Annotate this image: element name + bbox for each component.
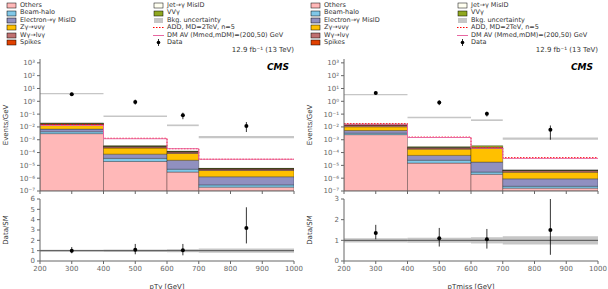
- svg-text:3: 3: [335, 195, 339, 203]
- svg-text:10⁻⁵: 10⁻⁵: [324, 162, 340, 170]
- svg-text:500: 500: [129, 265, 142, 273]
- svg-text:10⁻⁴: 10⁻⁴: [324, 149, 340, 157]
- html-text:Beam-halo: Beam-halo: [20, 8, 55, 17]
- html-text:ADD, MD=2TeV, n=5: ADD, MD=2TeV, n=5: [167, 23, 235, 32]
- html-text:Jet→γ MisID: Jet→γ MisID: [167, 1, 205, 9]
- svg-text:1: 1: [31, 247, 35, 255]
- svg-text:10⁻⁷: 10⁻⁷: [324, 187, 340, 195]
- svg-text:pTmiss [GeV]: pTmiss [GeV]: [448, 283, 495, 289]
- svg-text:2: 2: [31, 237, 35, 245]
- html-text:DM AV (Mmed,mDM)=(200,50) GeV: DM AV (Mmed,mDM)=(200,50) GeV: [167, 30, 284, 39]
- html-text:Others: Others: [20, 1, 42, 9]
- html-text:Data: Data: [471, 38, 487, 46]
- svg-text:Events/GeV: Events/GeV: [8, 104, 10, 145]
- html-text:Beam-halo: Beam-halo: [324, 8, 359, 17]
- html-text:Spikes: Spikes: [324, 38, 345, 46]
- svg-text:10⁰: 10⁰: [23, 98, 35, 106]
- svg-text:10⁻²: 10⁻²: [20, 123, 36, 131]
- html-text:CMS: CMS: [267, 62, 289, 72]
- svg-text:0: 0: [335, 257, 339, 265]
- html-text:Electron→γ MisID: Electron→γ MisID: [324, 15, 380, 24]
- svg-text:pTγ [GeV]: pTγ [GeV]: [149, 283, 184, 289]
- svg-text:10⁻¹: 10⁻¹: [20, 111, 36, 119]
- svg-text:10⁻⁶: 10⁻⁶: [324, 175, 340, 183]
- html-text:Electron→γ MisID: Electron→γ MisID: [20, 15, 76, 24]
- svg-text:10³: 10³: [327, 59, 339, 67]
- svg-text:10⁻⁵: 10⁻⁵: [20, 162, 36, 170]
- html-text:VVγ: VVγ: [167, 8, 180, 17]
- svg-text:10⁻⁴: 10⁻⁴: [20, 149, 36, 157]
- html-text:Spikes: Spikes: [20, 38, 41, 46]
- svg-text:10⁻⁷: 10⁻⁷: [20, 187, 36, 195]
- svg-text:1000: 1000: [285, 265, 303, 273]
- svg-text:10⁻⁶: 10⁻⁶: [20, 175, 36, 183]
- html-text:Bkg. uncertainty: Bkg. uncertainty: [167, 15, 221, 24]
- svg-text:500: 500: [433, 265, 446, 273]
- svg-text:Events/GeV: Events/GeV: [306, 104, 314, 145]
- svg-text:10⁻²: 10⁻²: [324, 123, 340, 131]
- html-text:12.9 fb⁻¹ (13 TeV): 12.9 fb⁻¹ (13 TeV): [231, 46, 294, 54]
- svg-text:800: 800: [528, 265, 541, 273]
- svg-text:200: 200: [33, 265, 46, 273]
- svg-text:10³: 10³: [23, 59, 35, 67]
- svg-text:400: 400: [97, 265, 110, 273]
- svg-text:1: 1: [335, 237, 339, 245]
- html-text:Jet→γ MisID: Jet→γ MisID: [471, 1, 509, 9]
- html-text:ADD, MD=2TeV, n=5: ADD, MD=2TeV, n=5: [471, 23, 539, 32]
- svg-text:5: 5: [31, 206, 35, 214]
- html-text:Wγ→lνγ: Wγ→lνγ: [324, 30, 349, 39]
- svg-text:200: 200: [337, 265, 350, 273]
- svg-text:2: 2: [335, 216, 339, 224]
- svg-text:10⁰: 10⁰: [327, 98, 339, 106]
- svg-text:700: 700: [496, 265, 509, 273]
- html-text:12.9 fb⁻¹ (13 TeV): 12.9 fb⁻¹ (13 TeV): [535, 46, 598, 54]
- svg-text:700: 700: [192, 265, 205, 273]
- svg-text:300: 300: [65, 265, 78, 273]
- svg-text:10⁻³: 10⁻³: [20, 136, 36, 144]
- svg-text:1000: 1000: [589, 265, 600, 273]
- svg-text:10¹: 10¹: [23, 85, 35, 93]
- svg-text:10⁻¹: 10⁻¹: [324, 111, 340, 119]
- svg-text:Data/SM: Data/SM: [8, 215, 10, 245]
- svg-text:10²: 10²: [327, 72, 339, 80]
- svg-text:3: 3: [31, 226, 35, 234]
- svg-text:600: 600: [464, 265, 477, 273]
- html-text:Wγ→lνγ: Wγ→lνγ: [20, 30, 45, 39]
- html-text:Others: Others: [324, 1, 346, 9]
- svg-text:10⁻³: 10⁻³: [324, 136, 340, 144]
- svg-text:6: 6: [31, 195, 36, 203]
- html-text:VVγ: VVγ: [471, 8, 484, 17]
- svg-text:400: 400: [401, 265, 414, 273]
- svg-text:600: 600: [160, 265, 173, 273]
- html-text:DM AV (Mmed,mDM)=(200,50) GeV: DM AV (Mmed,mDM)=(200,50) GeV: [471, 30, 588, 39]
- html-text:Zγ→ννγ: Zγ→ννγ: [324, 23, 349, 32]
- svg-text:800: 800: [224, 265, 237, 273]
- html-text:Bkg. uncertainty: Bkg. uncertainty: [471, 15, 525, 24]
- svg-text:300: 300: [369, 265, 382, 273]
- svg-text:Data/SM: Data/SM: [306, 215, 314, 245]
- html-text:CMS: CMS: [571, 62, 593, 72]
- html-text:Zγ→ννγ: Zγ→ννγ: [20, 23, 45, 32]
- svg-text:4: 4: [31, 216, 36, 224]
- svg-text:0: 0: [31, 257, 35, 265]
- svg-text:10¹: 10¹: [327, 85, 339, 93]
- svg-text:900: 900: [560, 265, 573, 273]
- svg-text:10²: 10²: [23, 72, 35, 80]
- html-text:Data: Data: [167, 38, 183, 46]
- svg-text:900: 900: [256, 265, 269, 273]
